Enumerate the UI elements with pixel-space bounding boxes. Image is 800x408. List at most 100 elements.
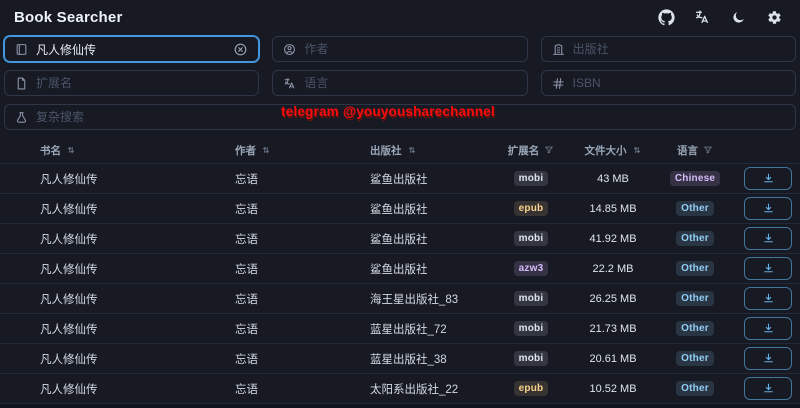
book-title: 凡人修仙传: [40, 353, 98, 366]
book-title: 凡人修仙传: [40, 293, 98, 306]
book-publisher: 蓝星出版社_38: [370, 353, 447, 366]
table-row: 凡人修仙传 忘语 鲨鱼出版社 azw3 22.2 MB Other: [0, 253, 800, 283]
book-title: 凡人修仙传: [40, 233, 98, 246]
book-author: 忘语: [235, 383, 258, 396]
download-icon: [762, 382, 775, 395]
language-icon: [283, 77, 296, 90]
file-size: 20.61 MB: [589, 352, 637, 365]
extension-badge: azw3: [513, 261, 549, 276]
isbn-field[interactable]: [540, 70, 796, 96]
download-button[interactable]: [744, 167, 792, 190]
table-row: 凡人修仙传 忘语 蓝星出版社_38 mobi 20.61 MB Other: [0, 343, 800, 373]
gear-icon[interactable]: [762, 5, 786, 29]
extension-field[interactable]: [4, 70, 260, 96]
download-button[interactable]: [744, 347, 792, 370]
language-badge: Other: [676, 291, 714, 306]
flask-icon: [15, 111, 28, 124]
file-icon: [15, 77, 28, 90]
download-icon: [762, 322, 775, 335]
download-icon: [762, 352, 775, 365]
download-button[interactable]: [744, 227, 792, 250]
book-publisher: 鲨鱼出版社: [370, 173, 428, 186]
file-size: 10.52 MB: [589, 382, 637, 395]
filter-icon[interactable]: [703, 145, 713, 155]
language-badge: Other: [676, 201, 714, 216]
download-icon: [762, 262, 775, 275]
book-publisher: 鲨鱼出版社: [370, 263, 428, 276]
book-author: 忘语: [235, 293, 258, 306]
publisher-input[interactable]: [572, 42, 785, 56]
extension-badge: mobi: [513, 231, 549, 246]
download-button[interactable]: [744, 377, 792, 400]
table-row: 凡人修仙传 忘语 海王星出版社_83 mobi 26.25 MB Other: [0, 283, 800, 313]
book-publisher: 鲨鱼出版社: [370, 203, 428, 216]
language-badge: Other: [676, 351, 714, 366]
table-row: 凡人修仙传 忘语 鲨鱼出版社 epub 14.85 MB Other: [0, 193, 800, 223]
bottom-strip: [0, 403, 800, 408]
download-icon: [762, 292, 775, 305]
column-header-extension[interactable]: 扩展名: [495, 143, 567, 158]
table-row: 凡人修仙传 忘语 太阳系出版社_22 epub 10.52 MB Other: [0, 373, 800, 403]
sort-icon[interactable]: [407, 145, 417, 155]
filter-icon[interactable]: [544, 145, 554, 155]
extension-badge: mobi: [513, 171, 549, 186]
book-publisher: 太阳系出版社_22: [370, 383, 459, 396]
table-body: 凡人修仙传 忘语 鲨鱼出版社 mobi 43 MB Chinese 凡人修仙传 忘语 鲨鱼出版社…: [0, 163, 800, 403]
file-size: 14.85 MB: [589, 202, 637, 215]
isbn-input[interactable]: [572, 76, 785, 90]
book-publisher: 蓝星出版社_72: [370, 323, 447, 336]
table-row: 凡人修仙传 忘语 鲨鱼出版社 mobi 41.92 MB Other: [0, 223, 800, 253]
sort-icon[interactable]: [632, 145, 642, 155]
table-row: 凡人修仙传 忘语 鲨鱼出版社 mobi 43 MB Chinese: [0, 163, 800, 193]
file-size: 41.92 MB: [589, 232, 637, 245]
extension-badge: mobi: [513, 291, 549, 306]
book-author: 忘语: [235, 353, 258, 366]
language-badge: Other: [676, 231, 714, 246]
author-input[interactable]: [304, 42, 517, 56]
book-author: 忘语: [235, 263, 258, 276]
book-publisher: 海王星出版社_83: [370, 293, 459, 306]
publisher-field[interactable]: [540, 36, 796, 62]
building-icon: [552, 43, 565, 56]
column-header-author[interactable]: 作者: [235, 143, 370, 158]
moon-icon[interactable]: [726, 5, 750, 29]
language-field[interactable]: [272, 70, 528, 96]
book-title: 凡人修仙传: [40, 323, 98, 336]
file-size: 26.25 MB: [589, 292, 637, 305]
translate-icon[interactable]: [690, 5, 714, 29]
download-button[interactable]: [744, 317, 792, 340]
column-header-publisher[interactable]: 出版社: [370, 143, 495, 158]
column-header-language[interactable]: 语言: [659, 143, 731, 158]
extension-input[interactable]: [36, 76, 249, 90]
book-author: 忘语: [235, 173, 258, 186]
column-header-size[interactable]: 文件大小: [567, 143, 659, 158]
book-title: 凡人修仙传: [40, 173, 98, 186]
language-badge: Other: [676, 261, 714, 276]
sort-icon[interactable]: [261, 145, 271, 155]
github-icon[interactable]: [654, 5, 678, 29]
download-icon: [762, 172, 775, 185]
table-row: 凡人修仙传 忘语 蓝星出版社_72 mobi 21.73 MB Other: [0, 313, 800, 343]
complex-search-input[interactable]: [36, 110, 785, 124]
book-author: 忘语: [235, 323, 258, 336]
book-author: 忘语: [235, 203, 258, 216]
download-button[interactable]: [744, 257, 792, 280]
hash-icon: [552, 77, 565, 90]
download-icon: [762, 232, 775, 245]
table-header: 书名 作者 出版社 扩展名 文件大小 语言: [0, 137, 800, 163]
book-title: 凡人修仙传: [40, 383, 98, 396]
column-header-title[interactable]: 书名: [40, 143, 235, 158]
extension-badge: mobi: [513, 321, 549, 336]
book-author: 忘语: [235, 233, 258, 246]
language-input[interactable]: [304, 76, 517, 90]
title-field[interactable]: [4, 36, 260, 62]
complex-search-field[interactable]: [4, 104, 796, 130]
title-input[interactable]: [36, 42, 226, 56]
download-button[interactable]: [744, 197, 792, 220]
author-field[interactable]: [272, 36, 528, 62]
clear-icon[interactable]: [233, 42, 248, 57]
language-badge: Other: [676, 321, 714, 336]
sort-icon[interactable]: [66, 145, 76, 155]
file-size: 21.73 MB: [589, 322, 637, 335]
download-button[interactable]: [744, 287, 792, 310]
